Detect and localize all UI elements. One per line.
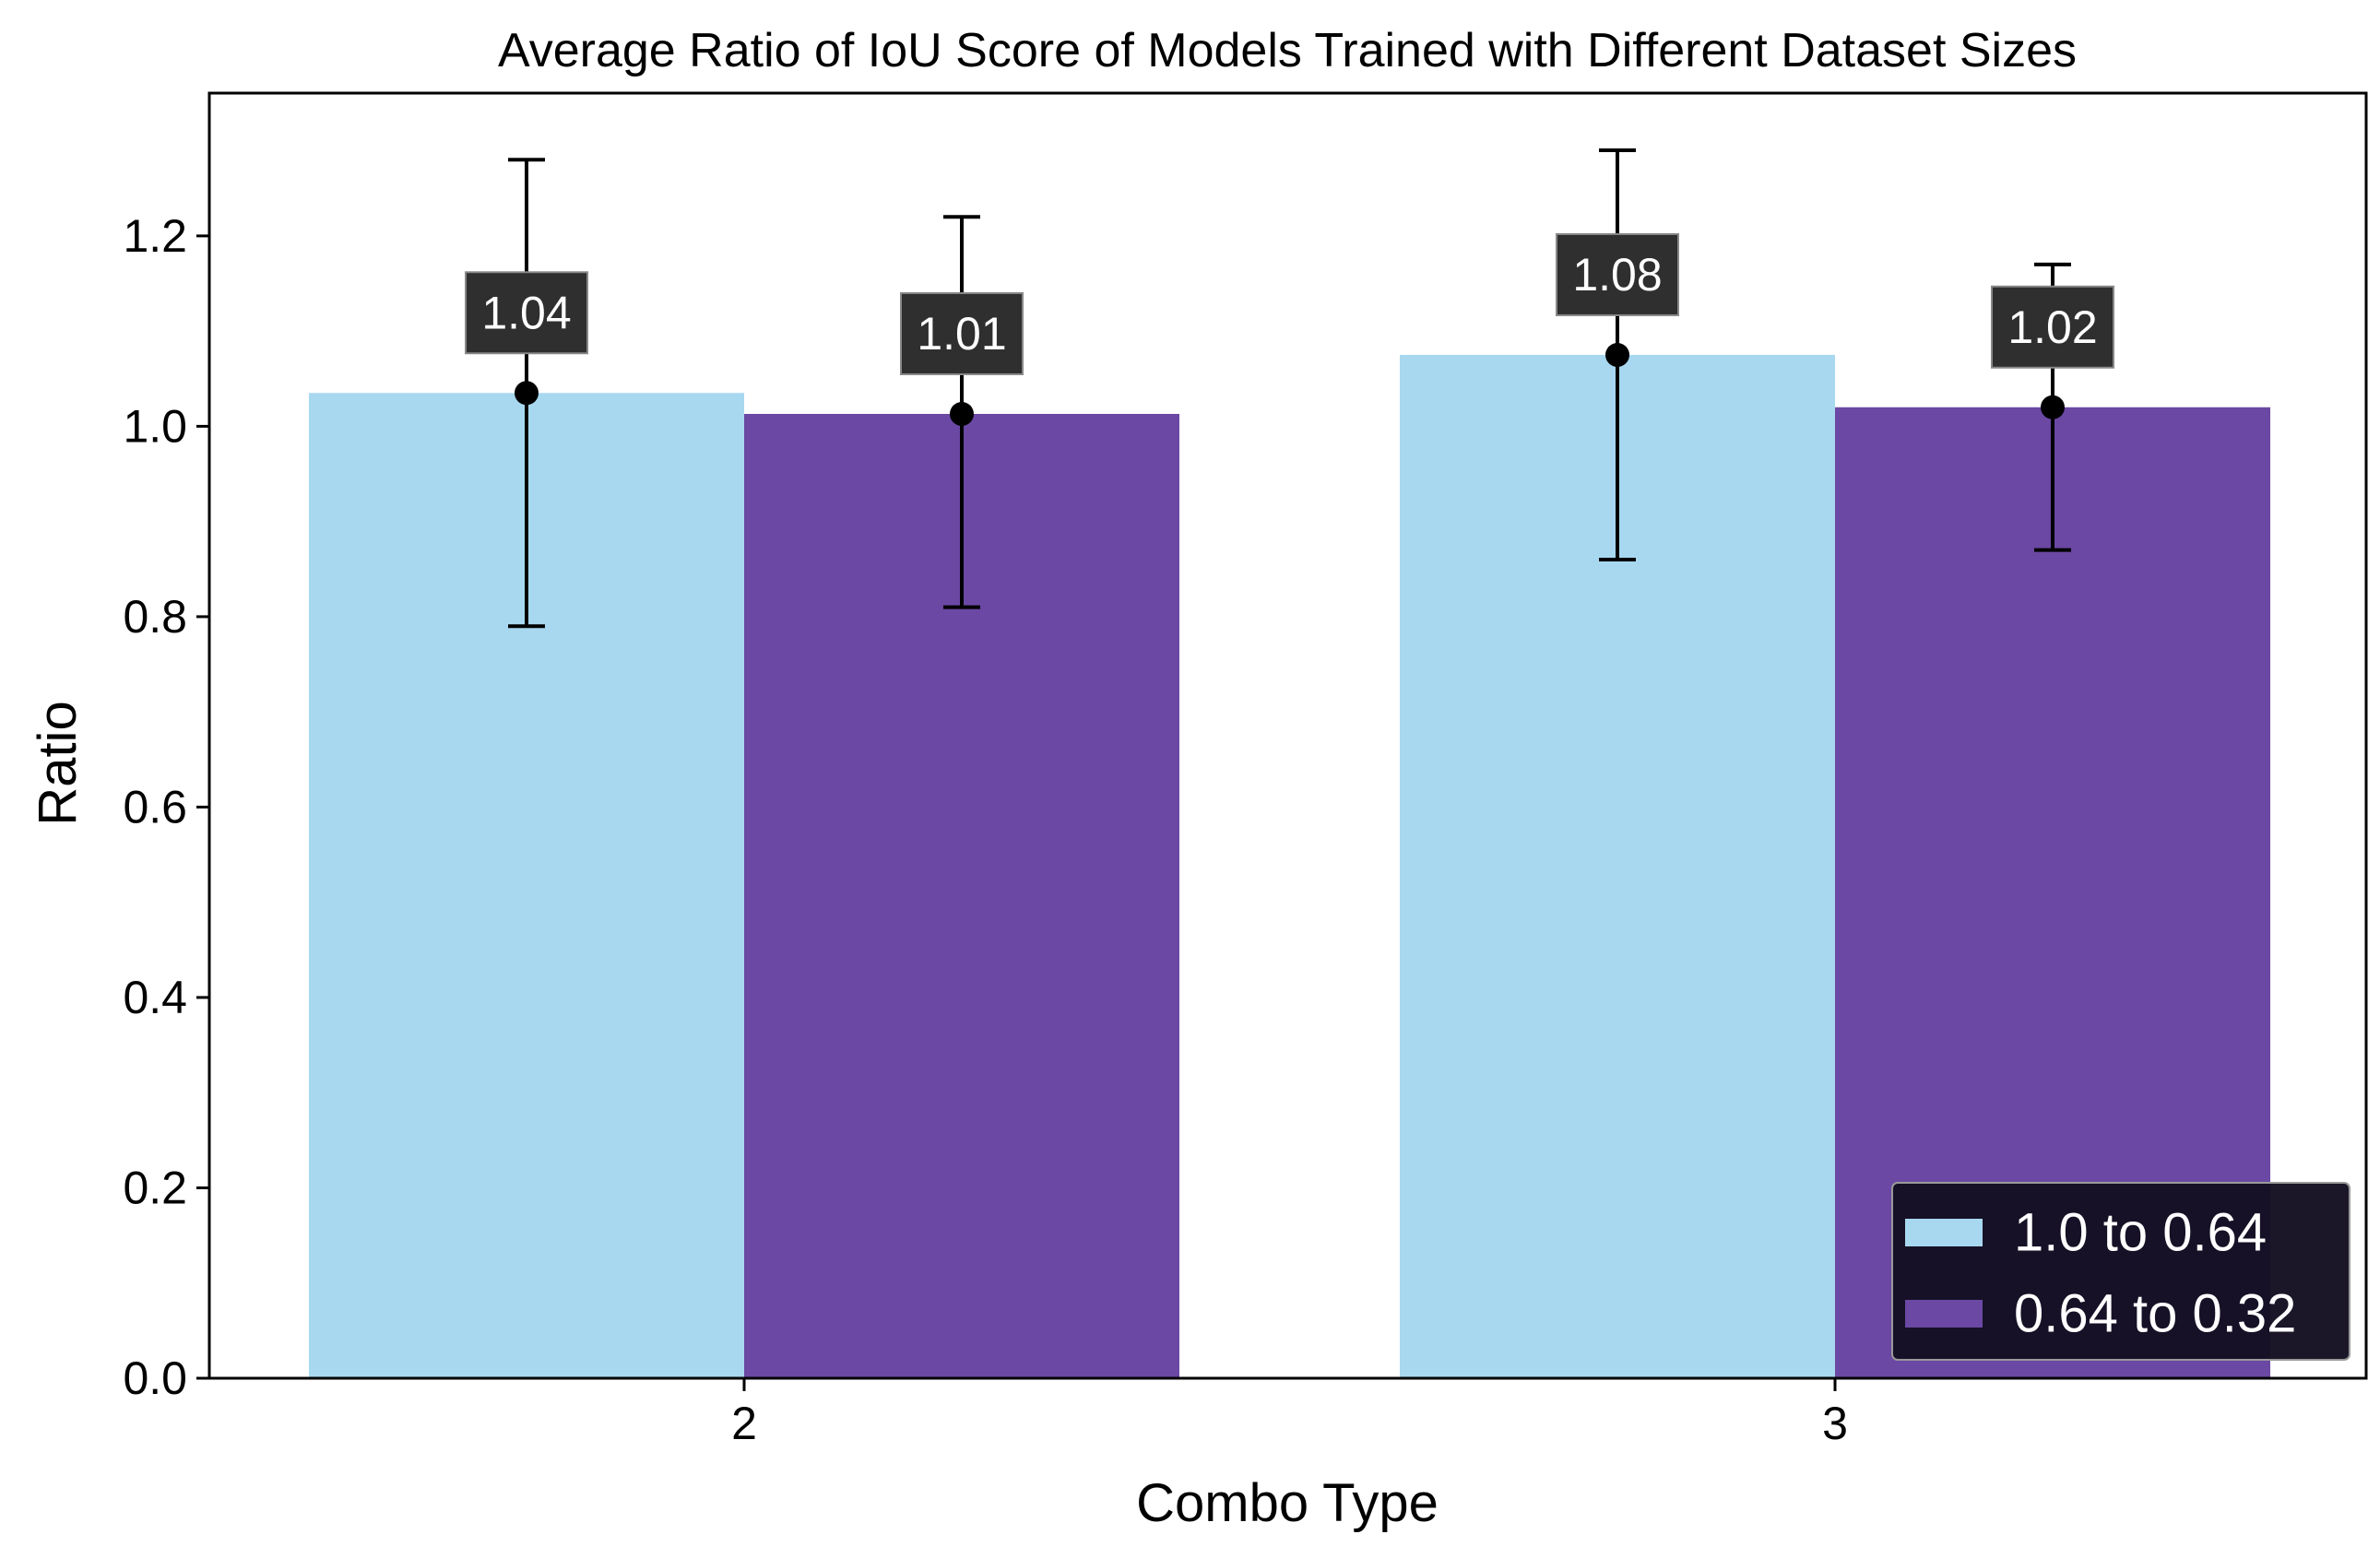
y-axis-label: Ratio	[28, 701, 88, 825]
legend-label: 0.64 to 0.32	[2014, 1284, 2296, 1344]
y-tick-label: 0.2	[123, 1162, 187, 1213]
data-labels-layer: 1.04 1.08 1.01 1.02	[465, 232, 2114, 375]
legend-swatch	[1905, 1300, 1983, 1328]
mean-point	[515, 381, 539, 406]
data-label-box	[1991, 285, 2114, 369]
y-tick-label: 0.4	[123, 972, 187, 1023]
mean-point	[950, 401, 974, 426]
data-label: 1.04	[481, 287, 571, 338]
x-tick-label: 2	[731, 1398, 757, 1449]
mean-point	[2041, 395, 2065, 419]
data-label: 1.02	[2007, 301, 2097, 353]
chart-title: Average Ratio of IoU Score of Models Tra…	[498, 24, 2077, 77]
data-label-box	[900, 291, 1024, 375]
y-tick-label: 1.0	[123, 400, 187, 452]
data-label-box	[465, 271, 588, 355]
data-label-box	[1556, 232, 1679, 316]
plot-frame	[207, 91, 2368, 1380]
y-tick-label: 1.2	[123, 210, 187, 262]
x-axis-label: Combo Type	[1136, 1473, 1439, 1533]
y-tick-label: 0.0	[123, 1352, 187, 1404]
x-tick-label: 3	[1822, 1398, 1848, 1449]
y-axis: 0.0 0.2 0.4 0.6 0.8 1.0 1.2	[123, 210, 209, 1404]
legend-swatch	[1905, 1219, 1983, 1246]
y-tick-label: 0.8	[123, 591, 187, 643]
legend-box	[1891, 1182, 2350, 1361]
legend: 1.0 to 0.64 0.64 to 0.32	[1891, 1182, 2350, 1361]
data-label: 1.08	[1572, 249, 1662, 301]
data-label: 1.01	[917, 308, 1006, 360]
y-tick-label: 0.6	[123, 781, 187, 832]
legend-label: 1.0 to 0.64	[2014, 1203, 2267, 1263]
mean-point	[1605, 342, 1629, 367]
